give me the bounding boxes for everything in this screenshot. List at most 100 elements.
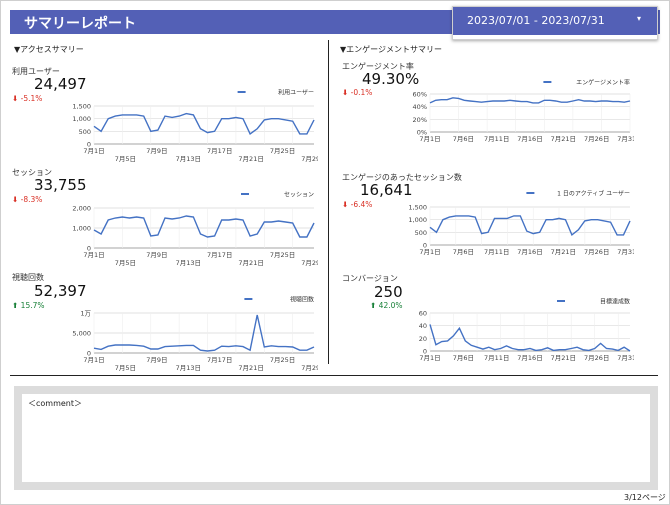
horizontal-divider [10,375,658,376]
legend-label: エンゲージメント率 [576,79,630,87]
legend-label: 目標達成数 [600,298,630,306]
x-tick-label: 7月26日 [584,248,609,256]
y-tick-label: 0 [87,245,91,253]
chevron-down-icon[interactable]: ▾ [637,14,642,23]
y-tick-label: 0% [417,129,427,137]
engaged-sessions-line-chart: 1 日のアクティブ ユーザー 0 500 1,000 1,500 7月1日 7月6日 7月11… [408,190,634,257]
metric-delta-engagement: ⬇ -0.1% [342,88,373,97]
x-tick-label: 7月17日 [207,251,232,259]
sessions-line-chart: セッション 0 1,000 2,000 7月1日 7月5日 7月9日 7月13日 7月17日 7月… [72,192,318,268]
x-tick-label: 7月26日 [584,354,609,362]
y-tick-label: 1万 [80,310,91,318]
y-tick-label: 2,000 [72,205,91,213]
x-tick-label: 7月26日 [584,135,609,143]
vertical-divider [328,40,329,364]
comment-panel: ＜comment＞ [14,386,658,490]
x-tick-label: 7月11日 [484,135,509,143]
page-number: 3/12ページ [624,493,666,502]
x-tick-label: 7月9日 [146,251,167,259]
metric-value-eng-sessions: 16,641 [360,181,413,199]
y-tick-label: 1,000 [72,115,91,123]
x-tick-label: 7月6日 [453,354,474,362]
x-tick-label: 7月21日 [238,259,263,267]
x-tick-label: 7月21日 [238,364,263,372]
legend: エンゲージメント率 [543,79,630,87]
metric-value-users: 24,497 [34,75,87,93]
x-tick-label: 7月21日 [551,354,576,362]
date-range-field[interactable]: 2023/07/01 - 2023/07/31 ▾ [453,7,657,35]
x-tick-label: 7月5日 [115,364,136,372]
series-line [93,314,315,352]
legend: 視聴回数 [244,296,314,304]
users-line-chart: 利用ユーザー 0 500 1,000 1,500 7月1日 7月5日 7月9日 7月13日 7月1… [72,89,318,164]
x-tick-label: 7月21日 [551,135,576,143]
x-tick-label: 7月1日 [83,251,104,259]
legend: セッション [241,192,314,199]
section-title-engagement: ▼エンゲージメントサマリー [340,45,442,54]
x-tick-label: 7月1日 [83,147,104,155]
x-tick-label: 7月11日 [484,354,509,362]
x-tick-label: 7月9日 [146,356,167,364]
series-line [429,97,631,104]
views-line-chart: 視聴回数 0 5,000 1万 7月1日 7月5日 7月9日 7月13日 7月17日 7月21日 7… [72,296,318,373]
x-tick-label: 7月29日 [301,259,318,267]
x-tick-label: 7月1日 [419,135,440,143]
y-tick-label: 60% [413,91,427,99]
x-tick-label: 7月6日 [453,248,474,256]
y-tick-label: 0 [87,141,91,149]
x-tick-label: 7月9日 [146,147,167,155]
comment-area[interactable]: ＜comment＞ [22,394,650,482]
date-range-picker[interactable]: 2023/07/01 - 2023/07/31 ▾ [452,6,658,40]
y-tick-label: 40 [419,322,427,330]
metric-delta-eng-sessions: ⬇ -6.4% [342,200,373,209]
y-tick-label: 0 [87,350,91,358]
legend: 利用ユーザー [237,89,314,97]
metric-delta-views: ⬆ 15.7% [12,301,45,310]
y-tick-label: 0 [423,242,427,250]
y-tick-label: 1,500 [72,103,91,111]
x-tick-label: 7月6日 [453,135,474,143]
legend-label: 視聴回数 [290,296,314,304]
x-tick-label: 7月17日 [207,147,232,155]
y-tick-label: 20 [419,335,427,343]
y-tick-label: 20% [413,116,427,124]
x-tick-label: 7月25日 [270,251,295,259]
x-tick-label: 7月29日 [301,364,318,372]
legend-label: 1 日のアクティブ ユーザー [557,190,630,198]
x-tick-label: 7月1日 [419,354,440,362]
series-line [429,324,631,352]
y-tick-label: 60 [419,310,427,318]
y-tick-label: 5,000 [72,330,91,338]
x-tick-label: 7月17日 [207,356,232,364]
metric-delta-sessions: ⬇ -8.3% [12,195,43,204]
y-tick-label: 40% [413,103,427,111]
date-range-text: 2023/07/01 - 2023/07/31 [467,14,605,27]
y-tick-label: 1,000 [408,216,427,224]
x-tick-label: 7月25日 [270,147,295,155]
x-tick-label: 7月1日 [83,356,104,364]
series-line [93,112,315,135]
metric-label-eng-sessions: エンゲージのあったセッション数 [342,173,462,182]
x-tick-label: 7月11日 [484,248,509,256]
x-tick-label: 7月16日 [517,354,542,362]
metric-value-engagement: 49.30% [362,70,420,88]
conversions-line-chart: 目標達成数 0 20 40 60 7月1日 7月6日 7月11日 7月16日 7月21日 7月26日… [419,298,634,363]
x-tick-label: 7月25日 [270,356,295,364]
x-tick-label: 7月21日 [551,248,576,256]
x-tick-label: 7月1日 [419,248,440,256]
metric-label-views: 視聴回数 [12,273,44,282]
metric-value-views: 52,397 [34,282,87,300]
x-tick-label: 7月13日 [176,364,201,372]
y-tick-label: 1,500 [408,204,427,212]
metric-delta-users: ⬇ -5.1% [12,94,43,103]
y-tick-label: 500 [415,229,427,237]
metric-value-sessions: 33,755 [34,176,87,194]
metric-label-users: 利用ユーザー [12,67,60,76]
legend: 1 日のアクティブ ユーザー [526,190,630,198]
metric-label-engagement: エンゲージメント率 [342,62,414,71]
x-tick-label: 7月16日 [517,135,542,143]
legend-label: 利用ユーザー [278,89,314,97]
x-tick-label: 7月5日 [115,155,136,163]
metric-value-conversions: 250 [374,283,403,301]
